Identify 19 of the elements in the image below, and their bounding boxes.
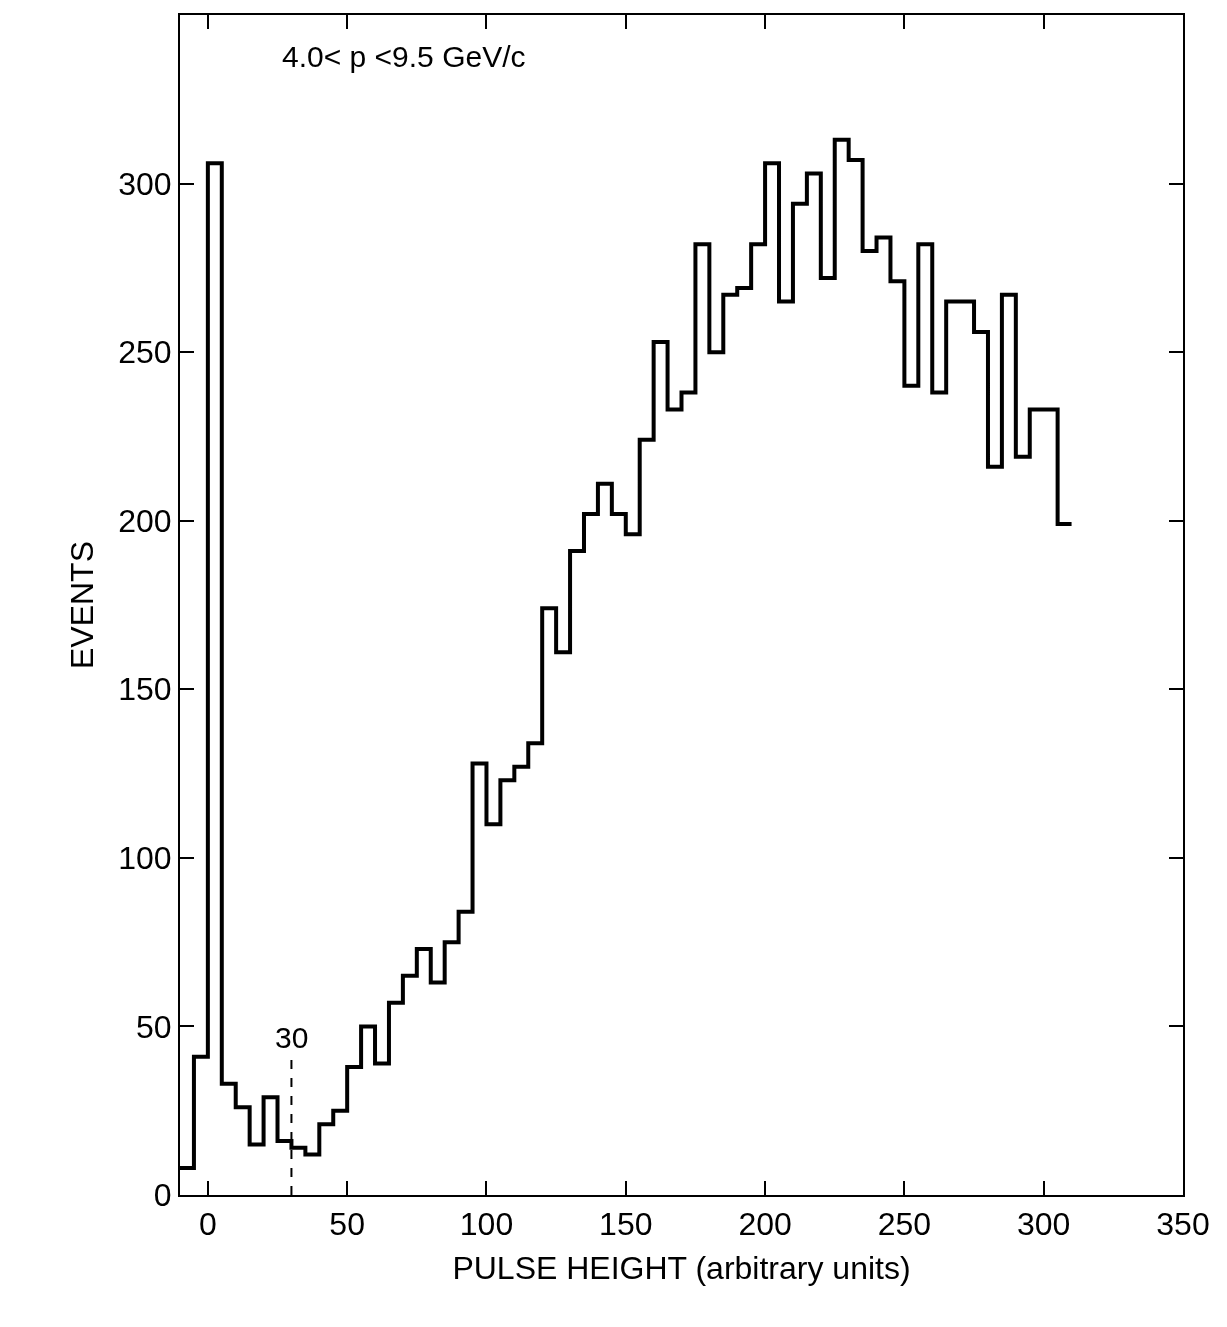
x-tick-label: 200: [738, 1206, 792, 1243]
x-axis-title: PULSE HEIGHT (arbitrary units): [452, 1249, 911, 1286]
annotation: 4.0< p <9.5 GeV/c: [282, 40, 526, 73]
y-tick-label: 300: [118, 165, 172, 202]
x-tick-label: 250: [877, 1206, 932, 1243]
x-tick-label: 300: [1016, 1206, 1071, 1243]
x-tick-label: 100: [459, 1206, 514, 1243]
y-tick-label: 150: [118, 671, 172, 708]
y-tick-label: 200: [118, 502, 172, 539]
x-tick-label: 0: [198, 1206, 217, 1243]
ref-line-label: 30: [275, 1021, 309, 1054]
y-tick-label: 250: [118, 334, 172, 371]
y-tick-label: 100: [118, 840, 172, 877]
y-tick-label: 50: [136, 1008, 172, 1045]
x-tick-label: 350: [1156, 1206, 1210, 1243]
x-tick-label: 50: [329, 1206, 365, 1243]
x-tick-label: 150: [599, 1206, 653, 1243]
y-tick-label: 0: [153, 1177, 172, 1214]
y-axis-title: EVENTS: [64, 540, 101, 670]
